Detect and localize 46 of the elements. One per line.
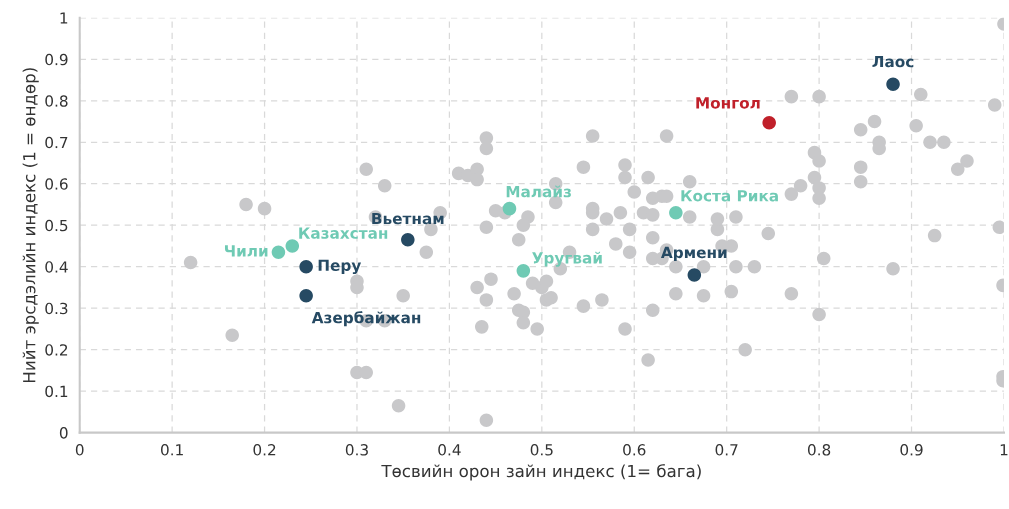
x-tick-label: 0.7 — [715, 444, 738, 456]
y-tick-label: 0.6 — [45, 178, 68, 190]
x-tick-label: 0.3 — [345, 444, 368, 456]
point — [299, 259, 313, 274]
y-tick-label: 0.5 — [45, 219, 68, 232]
point — [669, 206, 683, 220]
x-tick-label: 0.6 — [623, 444, 646, 456]
x-tick-label: 0.8 — [807, 444, 831, 456]
point — [762, 116, 776, 130]
series-label: Лаос — [872, 55, 914, 68]
point — [886, 77, 900, 91]
y-axis-title: Нийт эрсдэлийн индекс (1 = өндөр) — [22, 68, 39, 383]
x-tick-label: 0.5 — [530, 444, 553, 456]
series-label: Малайз — [506, 185, 571, 198]
series-label: Коста Рика — [681, 190, 778, 202]
series-label: Армени — [660, 246, 727, 262]
y-tick-label: 0 — [59, 427, 68, 439]
series-label: Вьетнам — [372, 212, 444, 225]
y-tick-label: 1 — [60, 12, 68, 24]
series-label: Уругвай — [532, 251, 602, 267]
point — [502, 201, 517, 216]
series-label: Казахстан — [299, 227, 388, 239]
series-label: Чили — [224, 245, 268, 257]
point — [687, 268, 702, 282]
x-tick-label: 0.9 — [900, 444, 923, 456]
y-tick-label: 0.2 — [45, 344, 68, 356]
x-tick-label: 0.1 — [160, 444, 183, 456]
x-tick-label: 0 — [75, 444, 84, 456]
point — [299, 288, 313, 303]
y-tick-label: 0.9 — [45, 53, 68, 66]
series-label: Перу — [318, 259, 362, 275]
y-tick-label: 0.7 — [45, 136, 68, 149]
point — [285, 239, 300, 253]
x-tick-label: 0.4 — [438, 444, 461, 456]
series-label: Монгол — [696, 97, 760, 109]
point — [271, 245, 286, 259]
y-tick-label: 0.8 — [45, 95, 68, 107]
x-axis-title: Төсвийн орон зайн индекс (1= бага) — [381, 464, 701, 481]
point — [516, 264, 531, 278]
x-tick-label: 0.2 — [253, 444, 276, 456]
x-tick-label: 1 — [1000, 444, 1008, 456]
point — [401, 232, 415, 247]
y-tick-label: 0.3 — [45, 302, 68, 315]
y-tick-label: 0.1 — [45, 385, 68, 398]
y-tick-label: 0.4 — [45, 261, 68, 273]
series-label: Азербайжан — [311, 311, 421, 327]
